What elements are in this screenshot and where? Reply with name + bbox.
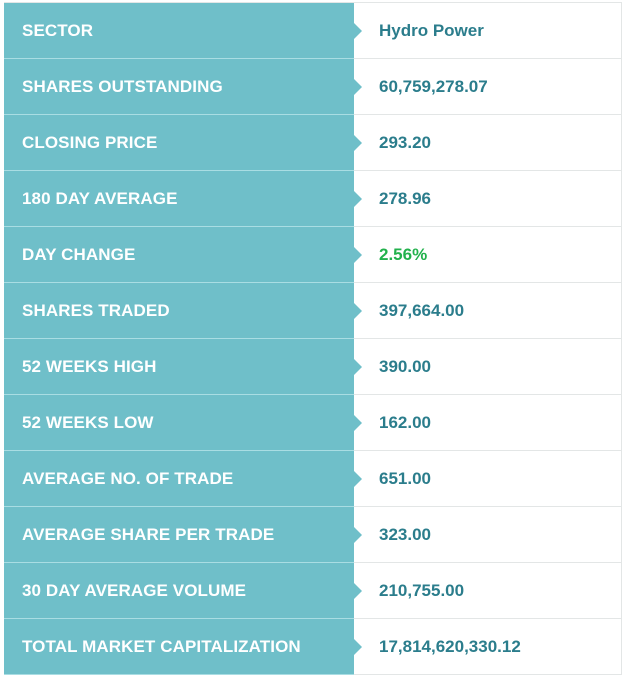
stat-label-cell: CLOSING PRICE	[4, 115, 362, 171]
stat-label-cell: 30 DAY AVERAGE VOLUME	[4, 563, 362, 619]
stat-value-cell: 17,814,620,330.12	[354, 619, 621, 674]
stat-value-cell: 390.00	[354, 339, 621, 394]
stat-label-cell: 52 WEEKS HIGH	[4, 339, 362, 395]
stat-label: AVERAGE NO. OF TRADE	[22, 468, 234, 488]
stat-value: 293.20	[379, 132, 431, 152]
stat-label: SECTOR	[22, 20, 94, 40]
stat-value-cell: Hydro Power	[354, 3, 621, 58]
stat-value: 651.00	[379, 468, 431, 488]
stat-value-cell: 2.56%	[354, 227, 621, 282]
stat-label: 180 DAY AVERAGE	[22, 188, 178, 208]
stat-label: DAY CHANGE	[22, 244, 136, 264]
stat-label: SHARES TRADED	[22, 300, 170, 320]
stat-row-shares-outstanding: SHARES OUTSTANDING 60,759,278.07	[4, 59, 621, 115]
stat-label: CLOSING PRICE	[22, 132, 158, 152]
stat-value: 390.00	[379, 356, 431, 376]
stat-value: Hydro Power	[379, 20, 484, 40]
stat-row-average-share-per-trade: AVERAGE SHARE PER TRADE 323.00	[4, 507, 621, 563]
stat-label-cell: 52 WEEKS LOW	[4, 395, 362, 451]
stat-value: 60,759,278.07	[379, 76, 488, 96]
stat-value-cell: 162.00	[354, 395, 621, 450]
stat-label-cell: AVERAGE SHARE PER TRADE	[4, 507, 362, 563]
stat-label-cell: AVERAGE NO. OF TRADE	[4, 451, 362, 507]
stat-row-closing-price: CLOSING PRICE 293.20	[4, 115, 621, 171]
stat-row-total-market-capitalization: TOTAL MARKET CAPITALIZATION 17,814,620,3…	[4, 619, 621, 675]
stat-value: 323.00	[379, 524, 431, 544]
stock-stats-table: SECTOR Hydro Power SHARES OUTSTANDING 60…	[4, 2, 622, 675]
stat-value-cell: 323.00	[354, 507, 621, 562]
stat-row-30-day-average-volume: 30 DAY AVERAGE VOLUME 210,755.00	[4, 563, 621, 619]
stat-label: TOTAL MARKET CAPITALIZATION	[22, 636, 301, 656]
stat-value: 162.00	[379, 412, 431, 432]
stat-value: 17,814,620,330.12	[379, 636, 521, 656]
stat-label-cell: SHARES OUTSTANDING	[4, 59, 362, 115]
stat-value-cell: 397,664.00	[354, 283, 621, 338]
stat-label: SHARES OUTSTANDING	[22, 76, 223, 96]
day-change-value: 2.56%	[379, 244, 428, 264]
stat-value-cell: 651.00	[354, 451, 621, 506]
stat-label-cell: DAY CHANGE	[4, 227, 362, 283]
stat-value-cell: 60,759,278.07	[354, 59, 621, 114]
stat-row-shares-traded: SHARES TRADED 397,664.00	[4, 283, 621, 339]
stat-row-52-weeks-high: 52 WEEKS HIGH 390.00	[4, 339, 621, 395]
stat-label: 52 WEEKS LOW	[22, 412, 154, 432]
stat-value-cell: 278.96	[354, 171, 621, 226]
stat-value-cell: 293.20	[354, 115, 621, 170]
stat-row-average-no-of-trade: AVERAGE NO. OF TRADE 651.00	[4, 451, 621, 507]
stat-label-cell: SECTOR	[4, 3, 362, 59]
stat-row-day-change: DAY CHANGE 2.56%	[4, 227, 621, 283]
stat-value: 278.96	[379, 188, 431, 208]
stat-label-cell: SHARES TRADED	[4, 283, 362, 339]
stat-row-sector: SECTOR Hydro Power	[4, 3, 621, 59]
stat-row-180-day-average: 180 DAY AVERAGE 278.96	[4, 171, 621, 227]
stat-value: 210,755.00	[379, 580, 465, 600]
stat-label: 52 WEEKS HIGH	[22, 356, 157, 376]
stat-label-cell: TOTAL MARKET CAPITALIZATION	[4, 619, 362, 675]
stat-value: 397,664.00	[379, 300, 465, 320]
stat-value-cell: 210,755.00	[354, 563, 621, 618]
stat-label: AVERAGE SHARE PER TRADE	[22, 524, 275, 544]
stat-label-cell: 180 DAY AVERAGE	[4, 171, 362, 227]
stat-label: 30 DAY AVERAGE VOLUME	[22, 580, 247, 600]
stat-row-52-weeks-low: 52 WEEKS LOW 162.00	[4, 395, 621, 451]
